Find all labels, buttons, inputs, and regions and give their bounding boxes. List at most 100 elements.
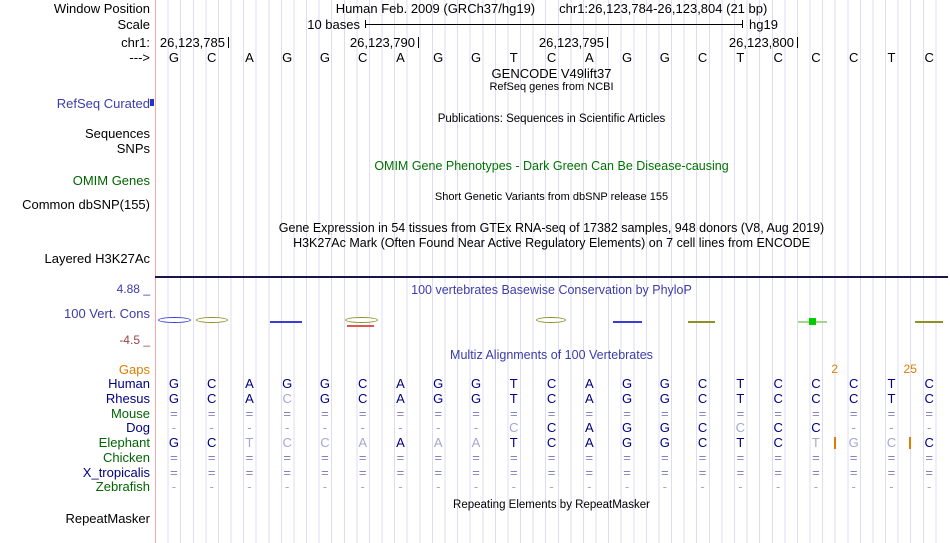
alignment-cell: G (622, 391, 633, 406)
ruler-position-label: 26,123,795 (538, 35, 604, 50)
sequence-base: C (358, 50, 368, 65)
scale-label: Scale (117, 17, 150, 32)
sequence-base: C (206, 50, 217, 65)
alignment-cell: - (285, 479, 290, 494)
alignment-cell: = (698, 450, 707, 465)
alignment-cell: C (848, 376, 859, 391)
alignment-cell: C (735, 420, 746, 435)
conservation-mark (536, 317, 566, 323)
track-label-sequences[interactable]: Sequences (84, 126, 150, 141)
track-label-100-vert-cons[interactable]: 100 Vert. Cons (64, 306, 150, 321)
alignment-cell: = (472, 465, 480, 480)
alignment-cell: - (322, 479, 328, 494)
conservation-mark (688, 321, 715, 323)
alignment-cell: = (623, 450, 631, 465)
track-title-h3k27ac[interactable]: H3K27Ac Mark (Often Found Near Active Re… (293, 236, 810, 250)
alignment-cell: - (322, 420, 328, 435)
window-position-label: Window Position (53, 1, 150, 16)
species-label-elephant[interactable]: Elephant (98, 435, 150, 450)
alignment-cell: G (319, 391, 330, 406)
conservation-mark (345, 317, 378, 323)
species-label-chicken[interactable]: Chicken (103, 450, 150, 465)
alignment-cell: = (547, 406, 556, 421)
alignment-cell: = (396, 465, 405, 480)
conservation-mark-dot (809, 318, 816, 325)
alignment-cell: = (358, 450, 367, 465)
sequence-base: A (584, 50, 594, 65)
alignment-cell: = (170, 450, 178, 465)
chrom-label: chr1: (121, 35, 150, 50)
ruler-position-label: 26,123,800 (728, 35, 794, 50)
refseq-gene-item[interactable] (150, 99, 154, 106)
alignment-cell: - (171, 479, 177, 494)
track-label-repeatmasker[interactable]: RepeatMasker (65, 511, 150, 526)
track-title-conservation[interactable]: 100 vertebrates Basewise Conservation by… (411, 283, 692, 297)
alignment-cell: - (813, 479, 819, 494)
track-label-common-dbsnp[interactable]: Common dbSNP(155) (22, 197, 150, 212)
alignment-cell: G (470, 391, 482, 406)
alignment-cell: A (245, 391, 254, 406)
alignment-cell: C (773, 376, 783, 391)
alignment-cell: A (433, 435, 443, 450)
alignment-cell: - (247, 479, 252, 494)
alignment-cell: C (697, 376, 708, 391)
alignment-cell: = (925, 465, 933, 480)
sequence-base: C (697, 50, 708, 65)
sequence-base: C (848, 50, 859, 65)
alignment-cell: G (659, 435, 670, 450)
alignment-cell: C (924, 391, 934, 406)
track-title-omim[interactable]: OMIM Gene Phenotypes - Dark Green Can Be… (374, 159, 729, 173)
alignment-cell: = (812, 450, 820, 465)
alignment-cell: = (434, 406, 443, 421)
species-label-zebrafish[interactable]: Zebrafish (95, 479, 150, 494)
alignment-row-chicken: = = = = = = = = = = = = = = = = = = = = = (155, 451, 948, 464)
track-label-layered-h3k27ac[interactable]: Layered H3K27Ac (44, 251, 150, 266)
track-title-repeatmasker[interactable]: Repeating Elements by RepeatMasker (453, 499, 650, 511)
species-label-mouse[interactable]: Mouse (110, 406, 150, 421)
alignment-cell: = (283, 450, 291, 465)
sequence-base: A (245, 50, 254, 65)
alignment-cell: = (623, 465, 631, 480)
species-label-rhesus[interactable]: Rhesus (105, 391, 150, 406)
track-label-snps[interactable]: SNPs (116, 141, 150, 156)
conservation-scale-max: 4.88 _ (116, 282, 150, 296)
track-label-refseq-curated[interactable]: RefSeq Curated (56, 96, 150, 111)
track-label-gaps[interactable]: Gaps (118, 362, 150, 377)
track-title-dbsnp[interactable]: Short Genetic Variants from dbSNP releas… (434, 191, 669, 203)
scale-ruler-bar (365, 20, 743, 28)
alignment-cell: A (396, 376, 405, 391)
alignment-cell: A (584, 391, 594, 406)
track-title-publications[interactable]: Publications: Sequences in Scientific Ar… (437, 113, 666, 125)
species-label-dog[interactable]: Dog (126, 420, 150, 435)
alignment-cell: - (436, 420, 441, 435)
track-label-omim-genes[interactable]: OMIM Genes (72, 173, 150, 188)
alignment-cell: G (622, 376, 633, 391)
alignment-cell: - (398, 420, 403, 435)
alignment-cell: - (662, 479, 667, 494)
species-label-x_tropicalis[interactable]: X_tropicalis (82, 465, 150, 480)
alignment-cell: - (473, 479, 479, 494)
alignment-cell: - (851, 420, 856, 435)
alignment-cell: = (774, 465, 782, 480)
species-label-human[interactable]: Human (108, 376, 150, 391)
track-title-multiz[interactable]: Multiz Alignments of 100 Vertebrates (450, 348, 653, 362)
alignment-cell: = (585, 450, 594, 465)
alignment-cell: = (661, 406, 669, 421)
alignment-cell: = (509, 465, 518, 480)
alignment-cell: = (698, 465, 707, 480)
sequence-base: A (396, 50, 405, 65)
alignment-cell: A (584, 435, 594, 450)
track-title-gtex[interactable]: Gene Expression in 54 tissues from GTEx … (278, 221, 825, 235)
alignment-cell: G (168, 376, 179, 391)
insertion-marker (833, 437, 836, 449)
alignment-cell: G (168, 391, 179, 406)
alignment-cell: A (584, 376, 594, 391)
alignment-cell: = (774, 450, 782, 465)
alignment-cell: G (848, 435, 859, 450)
track-subtitle-refseq[interactable]: RefSeq genes from NCBI (489, 81, 614, 93)
alignment-cell: - (209, 479, 214, 494)
alignment-cell: = (509, 406, 518, 421)
track-title-gencode[interactable]: GENCODE V49lift37 (491, 66, 612, 81)
sequence-base: C (924, 50, 934, 65)
